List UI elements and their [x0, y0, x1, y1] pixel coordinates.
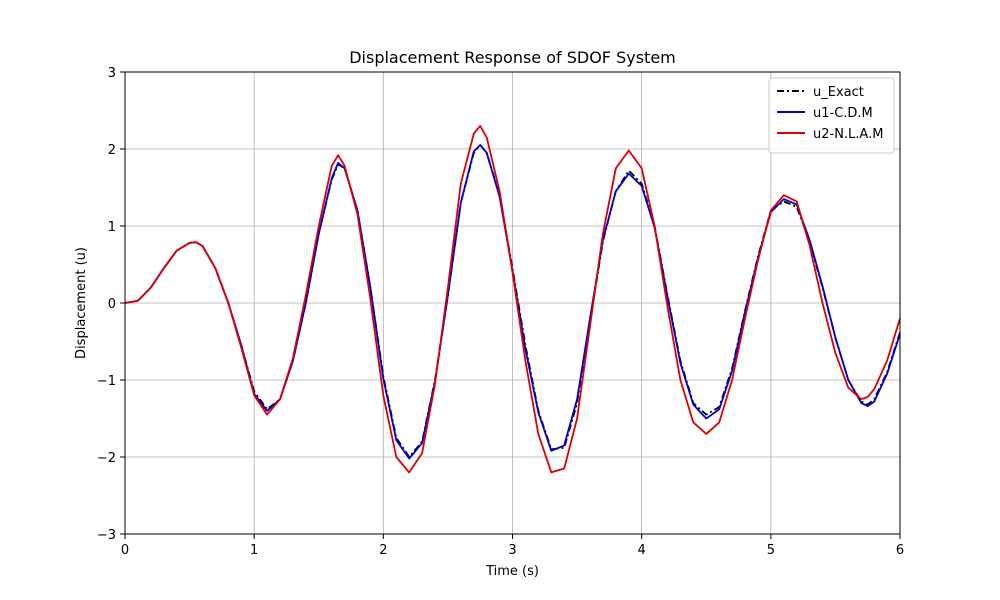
legend-label-0: u_Exact — [813, 85, 864, 100]
series-line-2 — [124, 125, 901, 474]
y-tick-label: −3 — [97, 528, 116, 543]
x-tick-label: 6 — [896, 543, 904, 558]
x-tick-label: 0 — [121, 543, 129, 558]
x-tick-label: 2 — [379, 543, 387, 558]
y-tick-label: 3 — [108, 66, 116, 81]
legend-label-2: u2-N.L.A.M — [813, 127, 883, 142]
legend-label-1: u1-C.D.M — [813, 106, 873, 121]
y-tick-label: 1 — [108, 220, 116, 235]
x-tick-label: 5 — [767, 543, 775, 558]
ticks: 0 1 2 3 4 5 6 −3 −2 −1 0 1 2 3 — [97, 66, 904, 558]
x-axis-label: Time (s) — [485, 564, 539, 579]
series-lines — [124, 125, 901, 474]
x-tick-label: 1 — [250, 543, 258, 558]
y-tick-label: 2 — [108, 143, 116, 158]
x-tick-label: 4 — [638, 543, 646, 558]
y-tick-label: 0 — [108, 297, 116, 312]
x-tick-label: 3 — [508, 543, 516, 558]
y-tick-label: −2 — [97, 451, 116, 466]
y-axis-label: Displacement (u) — [74, 247, 89, 359]
chart-title: Displacement Response of SDOF System — [349, 48, 676, 67]
y-tick-label: −1 — [97, 374, 116, 389]
legend-box — [768, 77, 895, 154]
legend: u_Exact u1-C.D.M u2-N.L.A.M — [768, 77, 895, 154]
